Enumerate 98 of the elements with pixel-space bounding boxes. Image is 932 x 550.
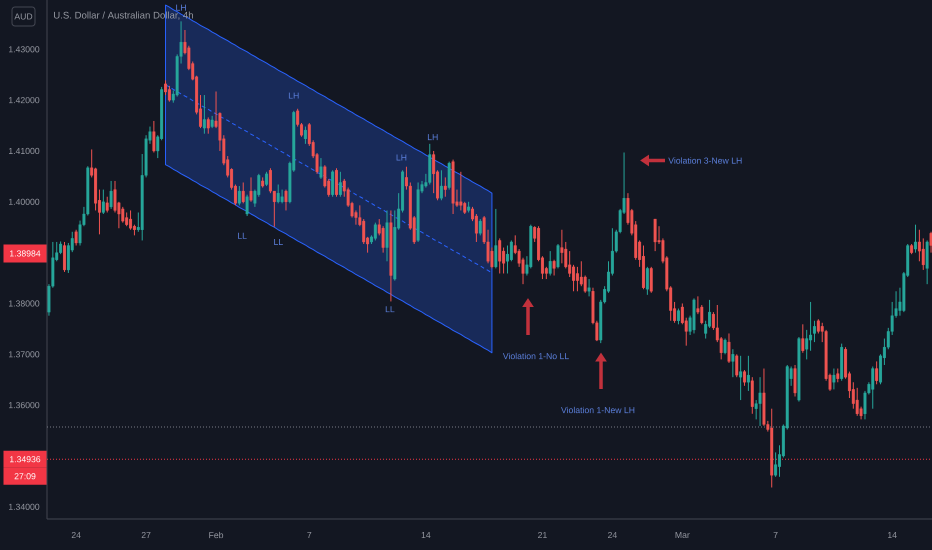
y-axis-title: AUD [14, 13, 32, 20]
candlestick [374, 222, 377, 241]
y-tick-label: 1.41000 [9, 148, 40, 154]
candlestick [106, 196, 109, 213]
annotation: Violation 1-No LL [502, 352, 569, 360]
candlestick [548, 250, 552, 276]
x-tick-label: 21 [538, 532, 547, 538]
candlestick [74, 229, 78, 246]
candlestick [930, 231, 932, 254]
candlestick [875, 360, 878, 385]
candlestick [202, 94, 206, 134]
candlestick [572, 264, 576, 292]
candlestick [265, 171, 268, 187]
candlestick [832, 368, 836, 390]
candlestick [331, 170, 334, 198]
candlestick [304, 126, 307, 144]
y-tick-label: 1.43000 [9, 46, 40, 52]
candlestick [758, 376, 762, 426]
candlestick [588, 278, 591, 297]
annotation: 1.38984 [10, 250, 40, 257]
candlestick [280, 189, 284, 204]
candlestick [498, 238, 502, 274]
y-tick-label: 1.37000 [9, 351, 40, 358]
candlestick [206, 116, 210, 134]
candlestick [129, 210, 132, 230]
annotation: Violation 3-New LH [668, 157, 742, 164]
candlestick [731, 348, 734, 378]
candlestick [444, 176, 447, 198]
candlestick [510, 240, 513, 262]
x-tick-label: Mar [676, 532, 690, 538]
candlestick [556, 243, 560, 269]
y-tick-label: 1.36000 [9, 402, 40, 408]
candlestick [646, 266, 649, 296]
y-tick-label: 1.38000 [9, 300, 40, 307]
annotation: 27:09 [14, 473, 36, 480]
x-tick-label: 14 [888, 532, 897, 538]
x-tick-label: 7 [307, 532, 312, 538]
candlestick [812, 320, 816, 343]
candlestick [576, 266, 579, 292]
candlestick [467, 201, 470, 213]
annotation: LH [428, 134, 438, 140]
x-tick-label: 27 [142, 532, 150, 538]
y-tick-label: 1.42000 [9, 97, 40, 104]
candlestick [114, 180, 116, 213]
candlestick [319, 158, 322, 180]
y-tick-label: 1.34000 [9, 504, 40, 510]
candlestick [238, 186, 241, 206]
candlestick [152, 120, 156, 153]
candlestick [246, 194, 249, 217]
candlestick [650, 266, 653, 294]
candlestick [910, 243, 914, 255]
candlestick [746, 355, 750, 392]
candlestick [739, 355, 742, 401]
candlestick [250, 176, 252, 202]
annotation: LL [386, 306, 394, 312]
x-tick-label: 7 [774, 532, 778, 538]
candlestick [110, 180, 113, 210]
candlestick [338, 171, 342, 198]
candlestick [774, 452, 778, 478]
candlestick [809, 301, 812, 352]
candlestick [382, 226, 385, 254]
candlestick [743, 370, 746, 386]
candlestick [724, 338, 727, 355]
annotation: LH [288, 92, 299, 99]
candlestick [102, 189, 105, 214]
candlestick [654, 218, 657, 252]
candlestick [440, 170, 443, 201]
annotation: LH [176, 4, 186, 11]
candlestick [210, 115, 214, 129]
annotation: Violation 1-New LH [561, 406, 634, 414]
y-tick-label: 1.40000 [9, 198, 40, 205]
candlestick [914, 224, 917, 254]
x-tick-label: 14 [422, 532, 430, 538]
x-tick-label: 24 [72, 532, 81, 538]
candlestick [552, 259, 556, 276]
candlestick [918, 229, 921, 262]
candlestick [284, 189, 288, 211]
candlestick [478, 218, 482, 236]
candlestick [727, 332, 730, 364]
annotation: LH [396, 154, 406, 160]
candlestick [836, 368, 840, 383]
candlestick [168, 85, 171, 102]
ref-line-label: 1.34936 [10, 456, 40, 462]
candlestick [801, 324, 804, 354]
candlestick [242, 182, 245, 204]
annotation: LL [238, 232, 247, 239]
candlestick [871, 366, 874, 410]
candlestick [494, 208, 498, 269]
x-tick-label: Feb [209, 532, 224, 538]
candlestick [261, 176, 264, 188]
candlestick [459, 171, 462, 211]
candlestick [506, 245, 509, 274]
annotation: LL [274, 238, 283, 245]
candlestick [735, 354, 738, 378]
candlestick [560, 229, 564, 264]
candlestick [276, 184, 280, 204]
x-tick-label: 24 [608, 532, 617, 538]
candlestick [676, 308, 680, 325]
